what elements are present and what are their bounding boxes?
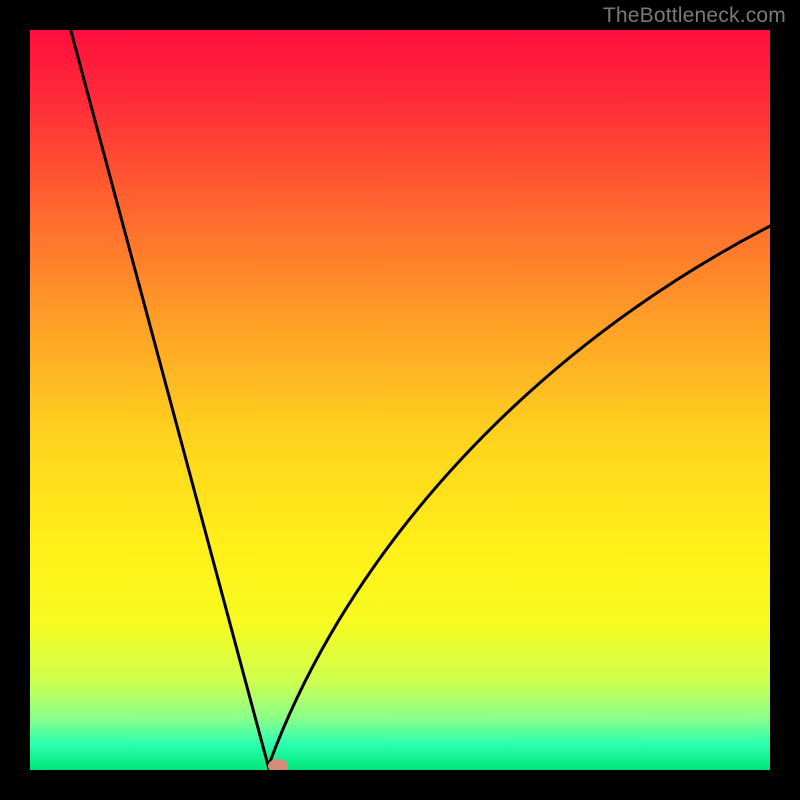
plot-area — [30, 30, 770, 770]
curve-layer — [30, 30, 770, 770]
chart-outer-frame: TheBottleneck.com — [0, 0, 800, 800]
minimum-marker — [268, 759, 288, 770]
bottleneck-curve — [71, 30, 770, 766]
watermark-label: TheBottleneck.com — [603, 4, 786, 28]
